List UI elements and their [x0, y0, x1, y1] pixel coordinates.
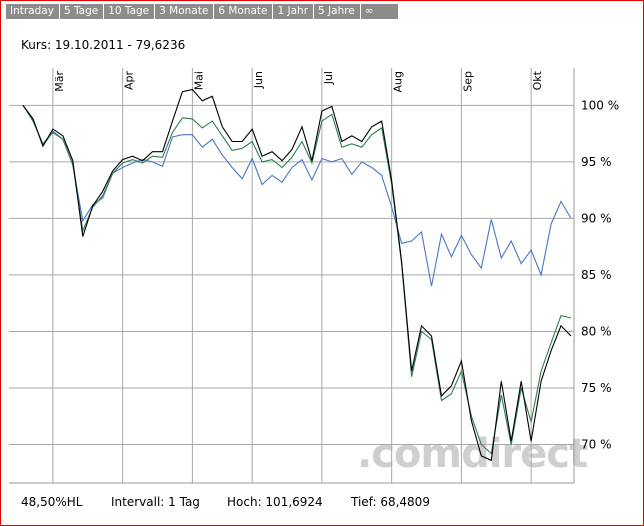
series-line: [22, 88, 572, 462]
x-tick-label: Mai: [192, 71, 205, 90]
tab[interactable]: 3 Monate: [155, 4, 215, 19]
x-tick-label: Apr: [123, 71, 136, 91]
tab[interactable]: 5 Jahre: [314, 4, 361, 19]
series-line: [22, 104, 572, 287]
y-tick-label: 90 %: [581, 211, 612, 225]
y-tick-label: 75 %: [581, 381, 612, 395]
tab[interactable]: Intraday: [6, 4, 60, 19]
quote: Kurs: 19.10.2011 - 79,6236: [21, 38, 185, 52]
y-tick-label: 80 %: [581, 324, 612, 338]
stat: Tief: 68,4809: [350, 495, 430, 509]
tab[interactable]: 6 Monate: [214, 4, 274, 19]
x-tick-label: Aug: [392, 71, 405, 92]
tab[interactable]: 1 Jahr: [273, 4, 315, 19]
tab[interactable]: ∞: [364, 5, 374, 17]
x-tick-label: Mär: [53, 71, 66, 92]
y-tick-label: 95 %: [581, 155, 612, 169]
y-tick-label: 85 %: [581, 268, 612, 282]
x-tick-label: Okt: [531, 70, 544, 90]
y-tick-label: 100 %: [581, 98, 619, 112]
y-tick-label: 70 %: [581, 438, 612, 452]
tab[interactable]: 10 Tage: [104, 4, 156, 19]
stat: Hoch: 101,6924: [227, 495, 323, 509]
watermark: .comdirect: [357, 431, 588, 477]
stat: 48,50%HL: [21, 495, 83, 509]
x-tick-label: Jun: [252, 71, 265, 89]
stat: Intervall: 1 Tag: [111, 495, 200, 509]
tab[interactable]: 5 Tage: [60, 4, 105, 19]
series-line: [22, 105, 572, 455]
tab-bar: Intraday 5 Tage 10 Tage 3 Monate 6 Monate 1 J…: [6, 4, 398, 19]
x-tick-label: Jul: [322, 71, 335, 85]
x-tick-label: Sep: [461, 71, 474, 92]
